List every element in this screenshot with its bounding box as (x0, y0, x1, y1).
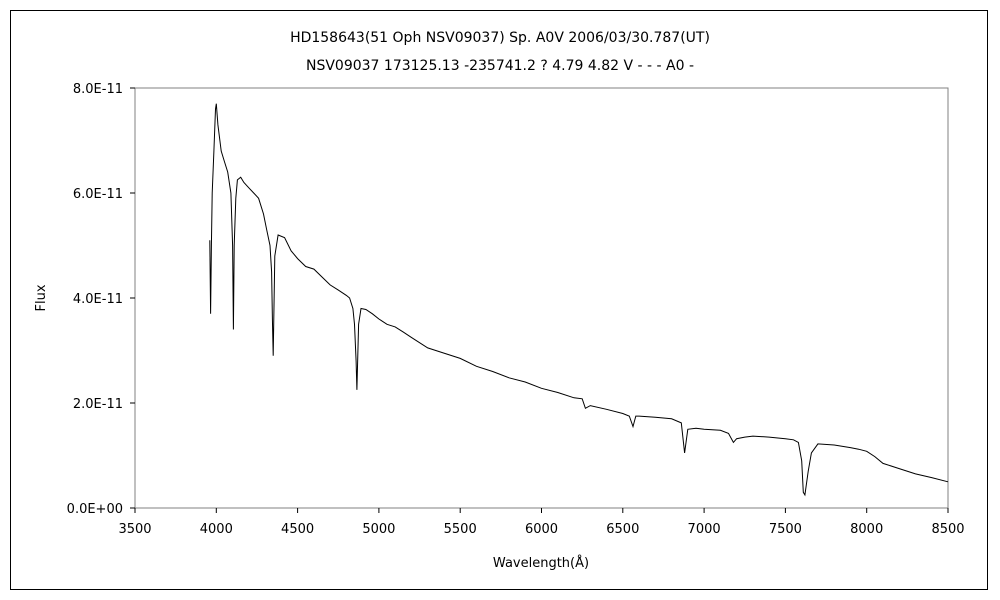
y-tick-label: 0.0E+00 (67, 502, 123, 517)
chart-title: HD158643(51 Oph NSV09037) Sp. A0V 2006/0… (290, 30, 710, 46)
x-tick-label: 8500 (931, 522, 964, 537)
y-axis-ticks: 0.0E+00 2.0E-11 4.0E-11 6.0E-11 8.0E-11 (67, 82, 135, 517)
x-axis-ticks: 3500 4000 4500 5000 5500 6000 6500 7000 7500 8000… (118, 508, 965, 537)
x-tick-label: 4000 (200, 522, 233, 537)
x-tick-label: 5000 (362, 522, 395, 537)
x-tick-label: 5500 (444, 522, 477, 537)
plot-area (134, 87, 949, 509)
y-tick-label: 6.0E-11 (73, 187, 123, 202)
x-tick-label: 6500 (606, 522, 639, 537)
x-tick-label: 7500 (769, 522, 802, 537)
x-tick-label: 4500 (281, 522, 314, 537)
y-tick-label: 2.0E-11 (73, 397, 123, 412)
spectrum-line (209, 103, 949, 497)
x-tick-label: 3500 (118, 522, 151, 537)
y-axis-label: Flux (34, 284, 49, 311)
x-tick-label: 6000 (525, 522, 558, 537)
x-tick-label: 8000 (850, 522, 883, 537)
y-tick-label: 4.0E-11 (73, 292, 123, 307)
x-tick-label: 7000 (688, 522, 721, 537)
y-tick-label: 8.0E-11 (73, 82, 123, 97)
chart-subtitle: NSV09037 173125.13 -235741.2 ? 4.79 4.82… (306, 58, 694, 74)
x-axis-label: Wavelength(Å) (493, 555, 589, 571)
